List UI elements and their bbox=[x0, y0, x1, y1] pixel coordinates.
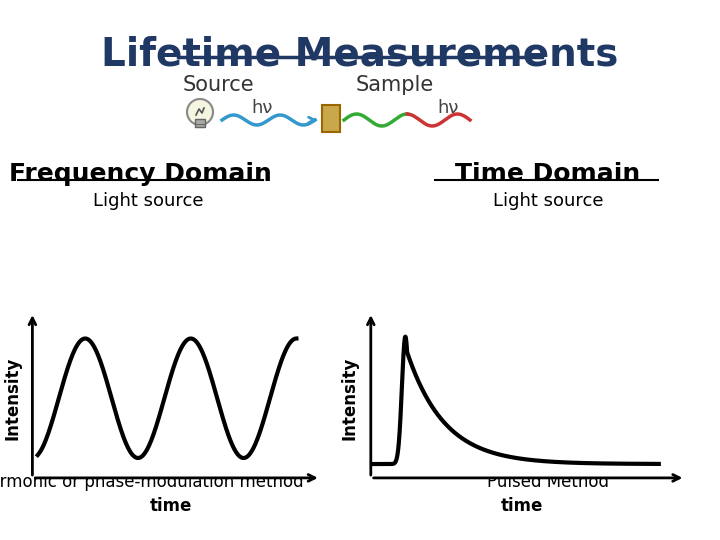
Text: hν: hν bbox=[251, 99, 273, 117]
Bar bbox=[322, 105, 340, 132]
Text: time: time bbox=[501, 497, 543, 515]
Text: Source: Source bbox=[182, 75, 254, 95]
Text: time: time bbox=[150, 497, 192, 515]
Text: Pulsed Method: Pulsed Method bbox=[487, 473, 609, 491]
Text: Intensity: Intensity bbox=[4, 356, 22, 440]
Bar bbox=[195, 119, 205, 127]
Text: Time Domain: Time Domain bbox=[455, 162, 641, 186]
Circle shape bbox=[187, 99, 213, 125]
Text: Light source: Light source bbox=[93, 192, 203, 210]
Text: Light source: Light source bbox=[492, 192, 603, 210]
Text: Lifetime Measurements: Lifetime Measurements bbox=[102, 35, 618, 73]
Text: Harmonic or phase-modulation method: Harmonic or phase-modulation method bbox=[0, 473, 303, 491]
Text: Sample: Sample bbox=[356, 75, 434, 95]
Text: Frequency Domain: Frequency Domain bbox=[9, 162, 271, 186]
Text: Intensity: Intensity bbox=[341, 356, 359, 440]
Text: hν: hν bbox=[437, 99, 459, 117]
